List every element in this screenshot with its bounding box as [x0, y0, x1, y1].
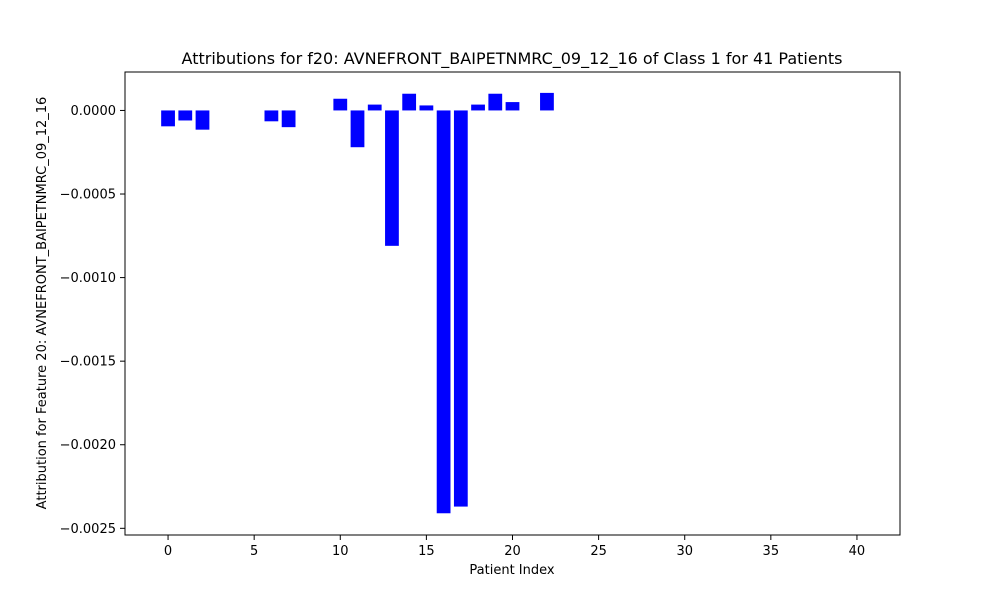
bar-patient-0	[161, 110, 175, 127]
x-tick-label: 30	[676, 544, 693, 559]
bar-patient-20	[505, 102, 520, 111]
bar-patient-6	[264, 110, 279, 122]
y-axis-label: Attribution for Feature 20: AVNEFRONT_BA…	[35, 97, 50, 510]
bar-patient-1	[178, 110, 193, 121]
bar-patient-19	[488, 93, 503, 111]
plot-frame	[124, 71, 901, 536]
bar-patient-22	[540, 92, 554, 111]
bar-patient-12	[367, 104, 382, 111]
y-tick-label: −0.0005	[60, 188, 116, 203]
bar-patient-2	[195, 110, 210, 130]
x-tick-label: 10	[332, 544, 349, 559]
bar-patient-10	[333, 98, 348, 111]
x-tick-label: 40	[849, 544, 866, 559]
bar-patient-14	[402, 93, 417, 111]
chart-title: Attributions for f20: AVNEFRONT_BAIPETNM…	[182, 49, 843, 69]
bar-patient-7	[281, 110, 296, 128]
x-tick-label: 0	[164, 544, 172, 559]
x-axis-label: Patient Index	[469, 563, 554, 578]
y-tick-label: −0.0015	[60, 355, 116, 370]
x-tick-label: 20	[504, 544, 521, 559]
x-tick-label: 5	[250, 544, 258, 559]
bars-group	[161, 92, 554, 514]
y-axis: 0.0000 −0.0005 −0.0010 −0.0015 −0.0020 −0.002…	[60, 104, 125, 537]
bar-patient-11	[350, 110, 365, 148]
y-tick-label: −0.0020	[60, 438, 116, 453]
bar-patient-15	[419, 105, 434, 111]
y-tick-label: 0.0000	[71, 104, 117, 119]
bar-patient-13	[385, 110, 399, 246]
x-tick-label: 35	[763, 544, 780, 559]
x-axis: 0 5 10 15 20 25 30 35 40	[164, 535, 865, 559]
bar-patient-16	[436, 110, 451, 514]
bar-patient-17	[453, 110, 468, 507]
y-tick-label: −0.0025	[60, 522, 116, 537]
x-tick-label: 15	[418, 544, 435, 559]
x-tick-label: 25	[590, 544, 607, 559]
y-tick-label: −0.0010	[60, 271, 116, 286]
bar-patient-18	[471, 104, 485, 111]
